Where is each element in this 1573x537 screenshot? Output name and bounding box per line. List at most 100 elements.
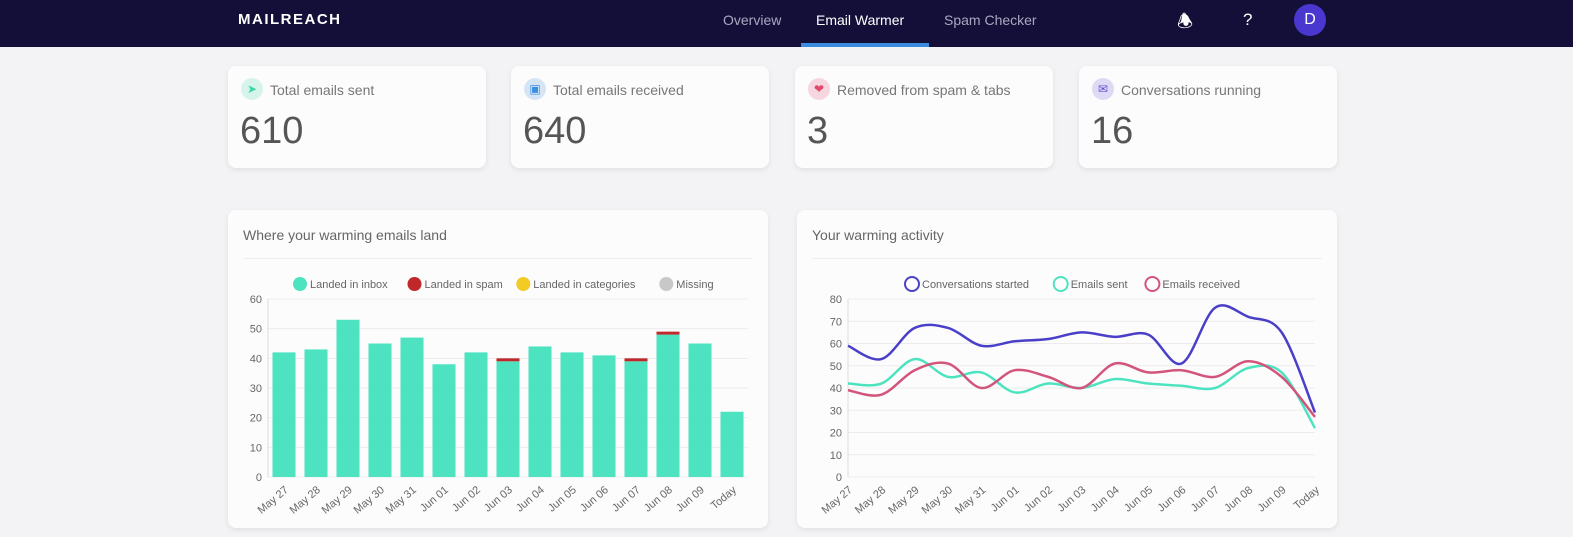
y-tick-label: 70 — [830, 316, 842, 328]
nav-email-warmer[interactable]: Email Warmer — [816, 12, 905, 28]
y-tick-label: 80 — [830, 294, 842, 306]
x-tick-label: May 28 — [288, 484, 323, 516]
inbox-icon: ▣ — [524, 78, 546, 100]
stat-card: ❤ Removed from spam & tabs 3 — [795, 66, 1053, 168]
y-tick-label: 50 — [250, 324, 262, 336]
x-tick-label: May 30 — [352, 484, 387, 516]
nav-overview[interactable]: Overview — [723, 12, 782, 28]
x-tick-label: May 29 — [886, 484, 921, 516]
stat-label: Removed from spam & tabs — [837, 82, 1011, 98]
y-tick-label: 0 — [256, 472, 262, 484]
bar — [400, 337, 424, 477]
bar — [592, 355, 616, 477]
x-tick-label: Jun 01 — [989, 484, 1022, 514]
top-navbar: MAILREACH Overview Email Warmer Spam Che… — [0, 0, 1573, 47]
x-tick-label: Jun 09 — [1256, 484, 1289, 514]
stat-label: Total emails received — [553, 82, 684, 98]
legend-marker — [407, 277, 422, 291]
y-tick-label: 20 — [250, 413, 262, 425]
help-icon[interactable]: ? — [1243, 10, 1253, 29]
nav-spam-checker[interactable]: Spam Checker — [944, 12, 1037, 28]
bar — [560, 352, 584, 477]
stat-label: Total emails sent — [270, 82, 375, 98]
stat-card: ➤ Total emails sent 610 — [228, 66, 486, 168]
logo[interactable]: MAILREACH — [238, 11, 342, 28]
x-tick-label: Jun 01 — [418, 484, 451, 514]
y-tick-label: 10 — [250, 442, 262, 454]
bar — [624, 361, 648, 477]
bar — [624, 358, 648, 362]
bar — [304, 349, 328, 477]
landing-chart-card: Where your warming emails land Landed in… — [228, 210, 768, 528]
series-line — [847, 360, 1316, 418]
x-tick-label: Jun 03 — [1055, 484, 1088, 514]
chart-title: Where your warming emails land — [243, 227, 447, 243]
y-tick-label: 0 — [836, 472, 842, 484]
bar — [496, 358, 520, 362]
bar — [528, 346, 552, 477]
y-tick-label: 60 — [830, 339, 842, 351]
x-tick-label: Jun 02 — [1022, 484, 1055, 514]
x-tick-label: Jun 06 — [1155, 484, 1188, 514]
legend-marker — [659, 277, 674, 291]
paper-plane-icon: ➤ — [241, 78, 263, 100]
x-tick-label: May 31 — [384, 484, 419, 516]
stat-label: Conversations running — [1121, 82, 1262, 98]
chart-title: Your warming activity — [812, 227, 944, 243]
x-tick-label: May 27 — [256, 484, 291, 516]
active-tab-indicator — [801, 43, 929, 47]
legend-marker — [1144, 276, 1161, 292]
legend-label: Landed in inbox — [310, 279, 388, 291]
legend-label: Emails received — [1162, 279, 1240, 291]
x-tick-label: Jun 03 — [482, 484, 515, 514]
legend-marker — [904, 276, 920, 292]
stat-value: 3 — [807, 110, 829, 152]
bar — [720, 411, 744, 477]
stat-card: ▣ Total emails received 640 — [511, 66, 769, 168]
legend-label: Conversations started — [922, 279, 1029, 291]
bell-icon[interactable]: 🕭︎ — [1177, 11, 1194, 31]
x-tick-label: May 30 — [920, 484, 955, 516]
x-tick-label: Jun 07 — [610, 484, 643, 514]
bar — [688, 343, 712, 477]
legend-marker — [293, 277, 307, 291]
landing-bar-chart: Landed in inbox Landed in spam Landed in c… — [250, 277, 748, 516]
legend-label: Landed in categories — [533, 279, 636, 291]
x-tick-label: Jun 08 — [1222, 484, 1255, 514]
x-tick-label: Jun 09 — [674, 484, 707, 514]
x-tick-label: May 29 — [320, 484, 355, 516]
bar — [464, 352, 488, 477]
x-tick-label: Jun 06 — [578, 484, 611, 514]
x-tick-label: Jun 04 — [1089, 484, 1122, 514]
x-tick-label: Jun 04 — [514, 484, 547, 514]
x-tick-label: May 28 — [853, 484, 888, 516]
legend-marker — [516, 277, 531, 291]
stat-value: 610 — [240, 110, 304, 152]
y-tick-label: 20 — [830, 428, 842, 440]
activity-line-chart: Conversations started Emails sent Emails r… — [820, 276, 1323, 516]
x-tick-label: Jun 02 — [450, 484, 483, 514]
bar — [496, 361, 520, 477]
bar — [656, 334, 680, 477]
legend-label: Landed in spam — [425, 279, 503, 291]
y-tick-label: 40 — [830, 383, 842, 395]
legend-label: Missing — [676, 279, 713, 291]
stat-value: 16 — [1091, 110, 1134, 152]
x-tick-label: Jun 05 — [1122, 484, 1155, 514]
x-tick-label: Today — [1292, 484, 1323, 512]
y-tick-label: 30 — [250, 383, 262, 395]
legend-marker — [1052, 276, 1069, 292]
x-tick-label: Today — [709, 484, 740, 512]
x-tick-label: Jun 07 — [1189, 484, 1222, 514]
y-tick-label: 10 — [830, 450, 842, 462]
activity-chart-card: Your warming activity Conversations star… — [797, 210, 1337, 528]
legend-label: Emails sent — [1071, 279, 1128, 291]
bar — [368, 343, 392, 477]
chat-icon: ✉ — [1092, 78, 1114, 100]
x-tick-label: Jun 05 — [546, 484, 579, 514]
x-tick-label: May 27 — [820, 484, 855, 516]
avatar[interactable]: D — [1294, 4, 1326, 36]
x-tick-label: May 31 — [953, 484, 988, 516]
rescue-icon: ❤ — [808, 78, 830, 100]
y-tick-label: 60 — [250, 294, 262, 306]
